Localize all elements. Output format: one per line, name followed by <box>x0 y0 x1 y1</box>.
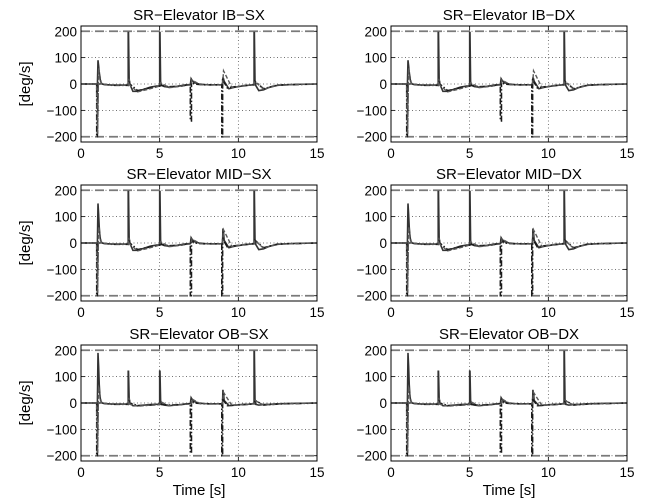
subplot-3: SR−Elevator MID−SX −200 −100 0 100 200 0 5 10 15 [… <box>17 166 325 320</box>
x-tick-label: 15 <box>619 465 634 480</box>
series-line-dashdot <box>391 397 627 457</box>
y-tick-label: 200 <box>54 343 77 358</box>
x-axis-label: Time [s] <box>483 482 536 499</box>
subplot-5: SR−Elevator OB−SX −200 −100 0 100 200 0 5 10 15 [d… <box>17 326 325 499</box>
axes-frame <box>80 184 318 302</box>
y-tick-label: 200 <box>364 183 387 198</box>
subplot-4: SR−Elevator MID−DX −200 −100 0 100 200 0 5 10 15 <box>357 166 635 320</box>
y-tick-label: −200 <box>357 289 387 304</box>
x-tick-label: 5 <box>466 146 474 161</box>
y-tick-label: −200 <box>357 449 387 464</box>
series-line-dashdot <box>81 78 317 138</box>
subplot-1: SR−Elevator IB−SX −200 −100 0 100 200 0 5 10 15 [d… <box>17 7 325 161</box>
y-axis-label: [deg/s] <box>17 220 34 265</box>
series-line-dash <box>81 68 317 135</box>
y-tick-label: −100 <box>47 262 77 277</box>
x-tick-label: 0 <box>387 465 395 480</box>
x-tick-label: 15 <box>309 305 324 320</box>
y-tick-label: 200 <box>364 24 387 39</box>
axes-frame <box>390 184 628 302</box>
y-tick-label: 0 <box>379 77 387 92</box>
subplot-6: SR−Elevator OB−DX −200 −100 0 100 200 0 5 10 15 Ti… <box>357 326 635 499</box>
x-tick-label: 0 <box>387 146 395 161</box>
x-tick-label: 10 <box>541 305 556 320</box>
y-tick-label: −200 <box>47 130 77 145</box>
subplot-title: SR−Elevator MID−SX <box>126 166 271 183</box>
x-tick-label: 0 <box>77 465 85 480</box>
series-line-solid <box>391 190 627 255</box>
y-tick-label: 100 <box>364 51 387 66</box>
x-tick-label: 15 <box>309 465 324 480</box>
x-tick-label: 10 <box>231 465 246 480</box>
series-line-dash <box>81 227 317 294</box>
y-tick-label: 100 <box>54 370 77 385</box>
series-line-dashdot <box>391 78 627 138</box>
subplot-title: SR−Elevator IB−SX <box>133 7 265 24</box>
x-tick-label: 5 <box>156 305 164 320</box>
y-tick-label: −100 <box>357 262 387 277</box>
subplot-title: SR−Elevator OB−DX <box>439 326 579 343</box>
y-tick-label: 100 <box>54 51 77 66</box>
y-tick-label: 0 <box>69 77 77 92</box>
y-tick-label: 100 <box>364 210 387 225</box>
y-tick-label: −100 <box>47 103 77 118</box>
x-tick-label: 10 <box>541 146 556 161</box>
series-line-dash <box>391 68 627 135</box>
y-tick-label: −200 <box>47 449 77 464</box>
axes-frame <box>80 344 318 462</box>
y-tick-label: −200 <box>47 289 77 304</box>
x-tick-label: 15 <box>619 305 634 320</box>
axes-frame <box>390 25 628 143</box>
x-tick-label: 10 <box>541 465 556 480</box>
y-tick-label: 100 <box>364 370 387 385</box>
series-line-dashdot <box>81 237 317 297</box>
series-line-solid <box>81 350 317 415</box>
x-axis-label: Time [s] <box>173 482 226 499</box>
series-line-dash <box>81 387 317 454</box>
x-tick-label: 5 <box>466 465 474 480</box>
x-tick-label: 0 <box>77 146 85 161</box>
y-tick-label: −100 <box>357 422 387 437</box>
x-tick-label: 15 <box>309 146 324 161</box>
subplot-title: SR−Elevator MID−DX <box>436 166 582 183</box>
x-tick-label: 5 <box>156 146 164 161</box>
y-tick-label: 0 <box>379 236 387 251</box>
x-tick-label: 0 <box>77 305 85 320</box>
y-tick-label: 200 <box>364 343 387 358</box>
series-line-dashdot <box>81 397 317 457</box>
x-tick-label: 5 <box>156 465 164 480</box>
y-tick-label: 0 <box>69 396 77 411</box>
x-tick-label: 5 <box>466 305 474 320</box>
series-line-solid <box>81 31 317 96</box>
y-tick-label: −100 <box>47 422 77 437</box>
y-tick-label: 200 <box>54 24 77 39</box>
series-line-solid <box>391 350 627 415</box>
x-tick-label: 15 <box>619 146 634 161</box>
y-tick-label: −200 <box>357 130 387 145</box>
series-line-dashdot <box>391 237 627 297</box>
x-tick-label: 0 <box>387 305 395 320</box>
x-tick-label: 10 <box>231 146 246 161</box>
series-line-solid <box>391 31 627 96</box>
axes-frame <box>80 25 318 143</box>
y-tick-label: 0 <box>69 236 77 251</box>
series-line-solid <box>81 190 317 255</box>
series-line-dash <box>391 227 627 294</box>
axes-frame <box>390 344 628 462</box>
subplot-title: SR−Elevator IB−DX <box>443 7 576 24</box>
series-line-dash <box>391 387 627 454</box>
subplot-2: SR−Elevator IB−DX −200 −100 0 100 200 0 5 10 15 <box>357 7 635 161</box>
subplot-title: SR−Elevator OB−SX <box>129 326 268 343</box>
y-axis-label: [deg/s] <box>17 380 34 425</box>
y-tick-label: −100 <box>357 103 387 118</box>
y-axis-label: [deg/s] <box>17 61 34 106</box>
x-tick-label: 10 <box>231 305 246 320</box>
y-tick-label: 0 <box>379 396 387 411</box>
y-tick-label: 100 <box>54 210 77 225</box>
y-tick-label: 200 <box>54 183 77 198</box>
